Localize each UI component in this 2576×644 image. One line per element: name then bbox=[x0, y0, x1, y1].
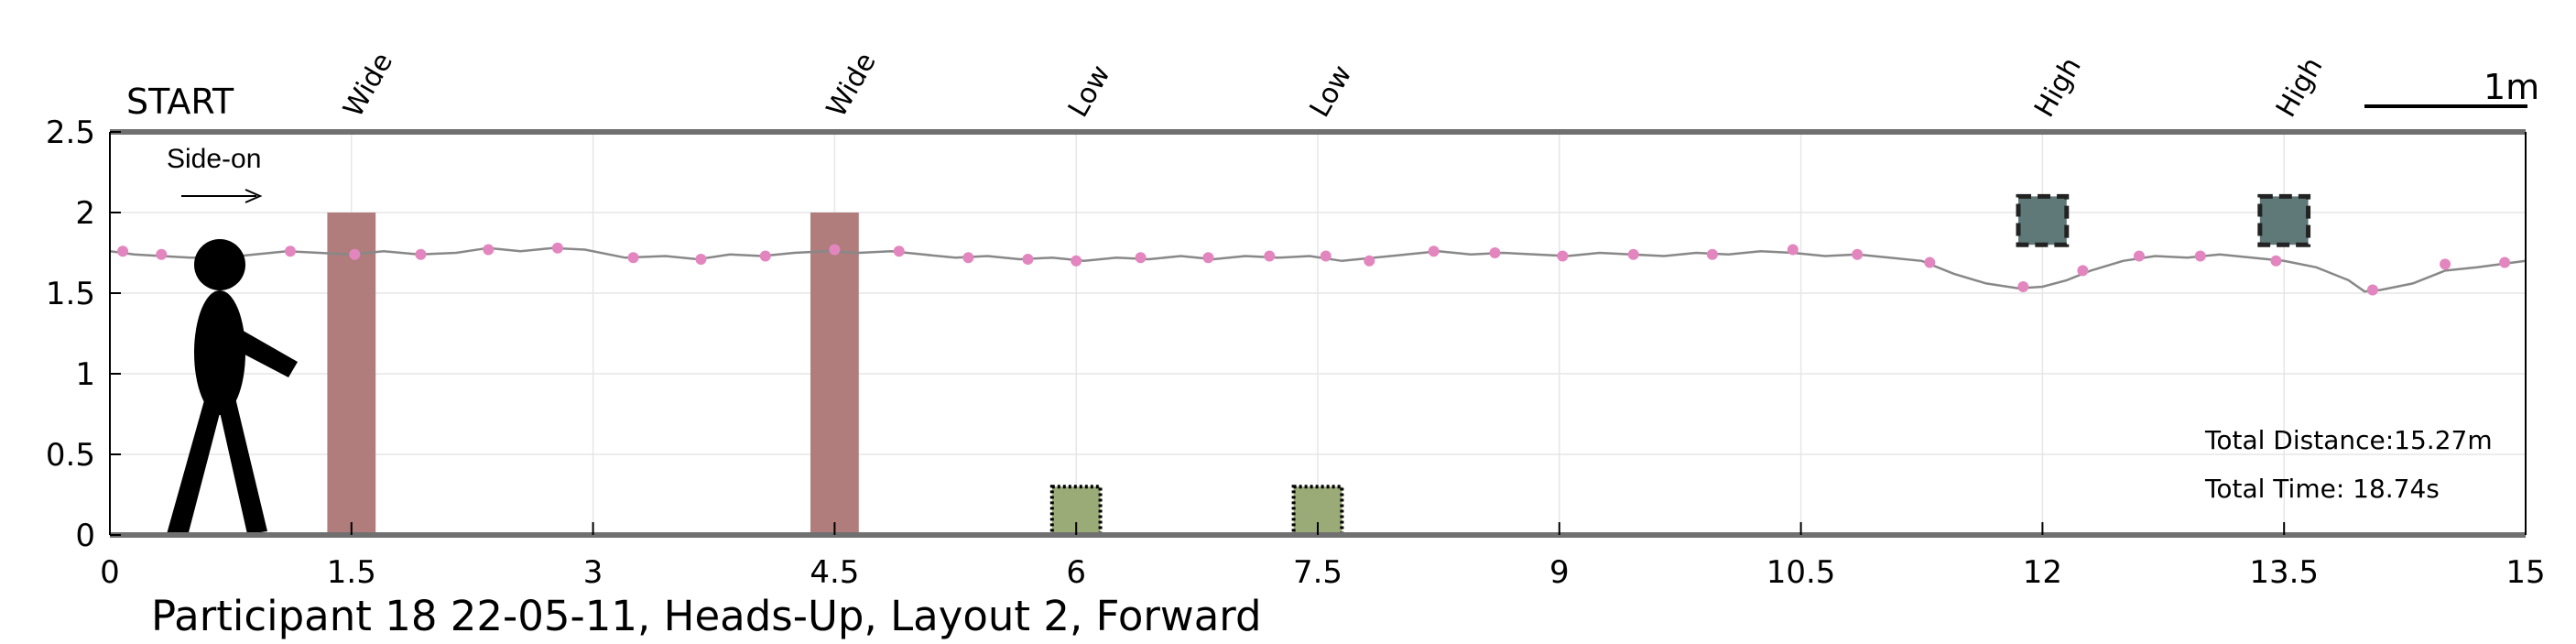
trajectory-point bbox=[2194, 250, 2206, 262]
trajectory-point bbox=[1489, 247, 1501, 258]
trajectory-point bbox=[1320, 250, 1331, 262]
x-tick-label: 10.5 bbox=[1766, 554, 1836, 591]
y-tick-label: 2.5 bbox=[46, 115, 95, 151]
trajectory-point bbox=[2017, 280, 2029, 292]
x-tick-label: 0 bbox=[100, 554, 120, 591]
person-head bbox=[194, 239, 245, 290]
y-tick-label: 2 bbox=[75, 195, 95, 232]
total-distance: Total Distance:15.27m bbox=[2204, 425, 2493, 455]
trajectory-point bbox=[1135, 252, 1147, 264]
x-tick-label: 9 bbox=[1549, 554, 1570, 591]
axes-frame bbox=[109, 129, 2527, 538]
trajectory-point bbox=[1557, 250, 1569, 262]
obstacle-label-1: Wide bbox=[337, 48, 399, 123]
trajectory-point bbox=[1202, 252, 1214, 264]
x-tick-label: 7.5 bbox=[1293, 554, 1342, 591]
trajectory-point bbox=[627, 252, 639, 264]
x-tick-label: 15 bbox=[2505, 554, 2545, 591]
figure-caption: Participant 18 22-05-11, Heads-Up, Layou… bbox=[151, 592, 1262, 640]
trajectory-point bbox=[2077, 265, 2089, 277]
trajectory-point bbox=[156, 248, 168, 260]
trajectory-point bbox=[2133, 250, 2145, 262]
grid-lines bbox=[109, 131, 2527, 536]
trajectory-point bbox=[1022, 254, 1034, 266]
obstacle-label-6: High bbox=[2270, 52, 2330, 123]
y-tick-label: 0 bbox=[75, 518, 95, 554]
x-tick-label: 13.5 bbox=[2249, 554, 2319, 591]
x-tick-label: 4.5 bbox=[810, 554, 859, 591]
trajectory-line bbox=[109, 246, 2527, 293]
person-torso bbox=[194, 290, 245, 415]
trajectory-point bbox=[117, 246, 129, 257]
obstacle-label-4: Low bbox=[1304, 60, 1359, 123]
obstacle-label-5: High bbox=[2028, 52, 2088, 123]
person-leg-back bbox=[167, 394, 224, 536]
trajectory-point bbox=[349, 248, 361, 260]
trajectory-point bbox=[759, 250, 771, 262]
trajectory-point bbox=[1264, 250, 1276, 262]
walking-person-figure bbox=[167, 239, 298, 536]
trajectory-point bbox=[1627, 248, 1639, 260]
obstacles-layer bbox=[327, 193, 2311, 538]
y-tick-label: 1 bbox=[75, 356, 95, 393]
tick-labels: 0 1.5 3 4.5 6 7.5 9 10.5 12 13.5 15 0 0.5 1 1.5 2 2.5 bbox=[46, 115, 2546, 591]
person-leg-front bbox=[216, 394, 267, 534]
obstacle-wide-2 bbox=[810, 213, 859, 535]
trajectory-point bbox=[1428, 246, 1440, 257]
obstacle-high-6 bbox=[2257, 193, 2311, 247]
trajectory-point bbox=[284, 246, 296, 257]
x-tick-label: 1.5 bbox=[327, 554, 376, 591]
obstacle-wide-1 bbox=[327, 213, 376, 535]
trajectory-point bbox=[1924, 257, 1936, 268]
trajectory-point bbox=[2366, 284, 2378, 296]
scale-bar-label: 1m bbox=[2484, 67, 2539, 107]
x-tick-label: 3 bbox=[583, 554, 603, 591]
y-tick-label: 0.5 bbox=[46, 437, 95, 474]
start-label: START bbox=[126, 82, 234, 122]
trajectory-point bbox=[1852, 248, 1864, 260]
trajectory-point bbox=[893, 246, 905, 257]
direction-label: Side-on bbox=[167, 144, 261, 174]
obstacle-label-2: Wide bbox=[821, 48, 883, 123]
trajectory-point bbox=[2499, 257, 2511, 268]
trajectory-point bbox=[2440, 258, 2451, 270]
total-time: Total Time: 18.74s bbox=[2204, 474, 2440, 504]
trajectory-point bbox=[829, 244, 841, 256]
trajectory-point bbox=[2270, 255, 2282, 267]
trajectory-point bbox=[483, 244, 495, 256]
trajectory-point bbox=[1071, 255, 1082, 267]
trajectory-point bbox=[695, 254, 707, 266]
trajectory-point bbox=[1364, 255, 1375, 267]
x-tick-label: 12 bbox=[2023, 554, 2062, 591]
trajectory-point bbox=[551, 242, 563, 254]
person-arm bbox=[229, 325, 298, 377]
trajectory-point bbox=[1787, 244, 1799, 256]
trajectory-point bbox=[962, 252, 974, 264]
series-layer bbox=[109, 242, 2527, 296]
x-tick-label: 6 bbox=[1066, 554, 1086, 591]
direction-arrow-icon bbox=[181, 189, 263, 203]
y-tick-label: 1.5 bbox=[46, 276, 95, 312]
trajectory-point bbox=[1706, 248, 1718, 260]
obstacle-high-5 bbox=[2016, 193, 2070, 247]
obstacle-label-3: Low bbox=[1062, 60, 1117, 123]
trajectory-point bbox=[415, 248, 427, 260]
obstacle-labels: Wide Wide Low Low High High bbox=[337, 48, 2329, 123]
